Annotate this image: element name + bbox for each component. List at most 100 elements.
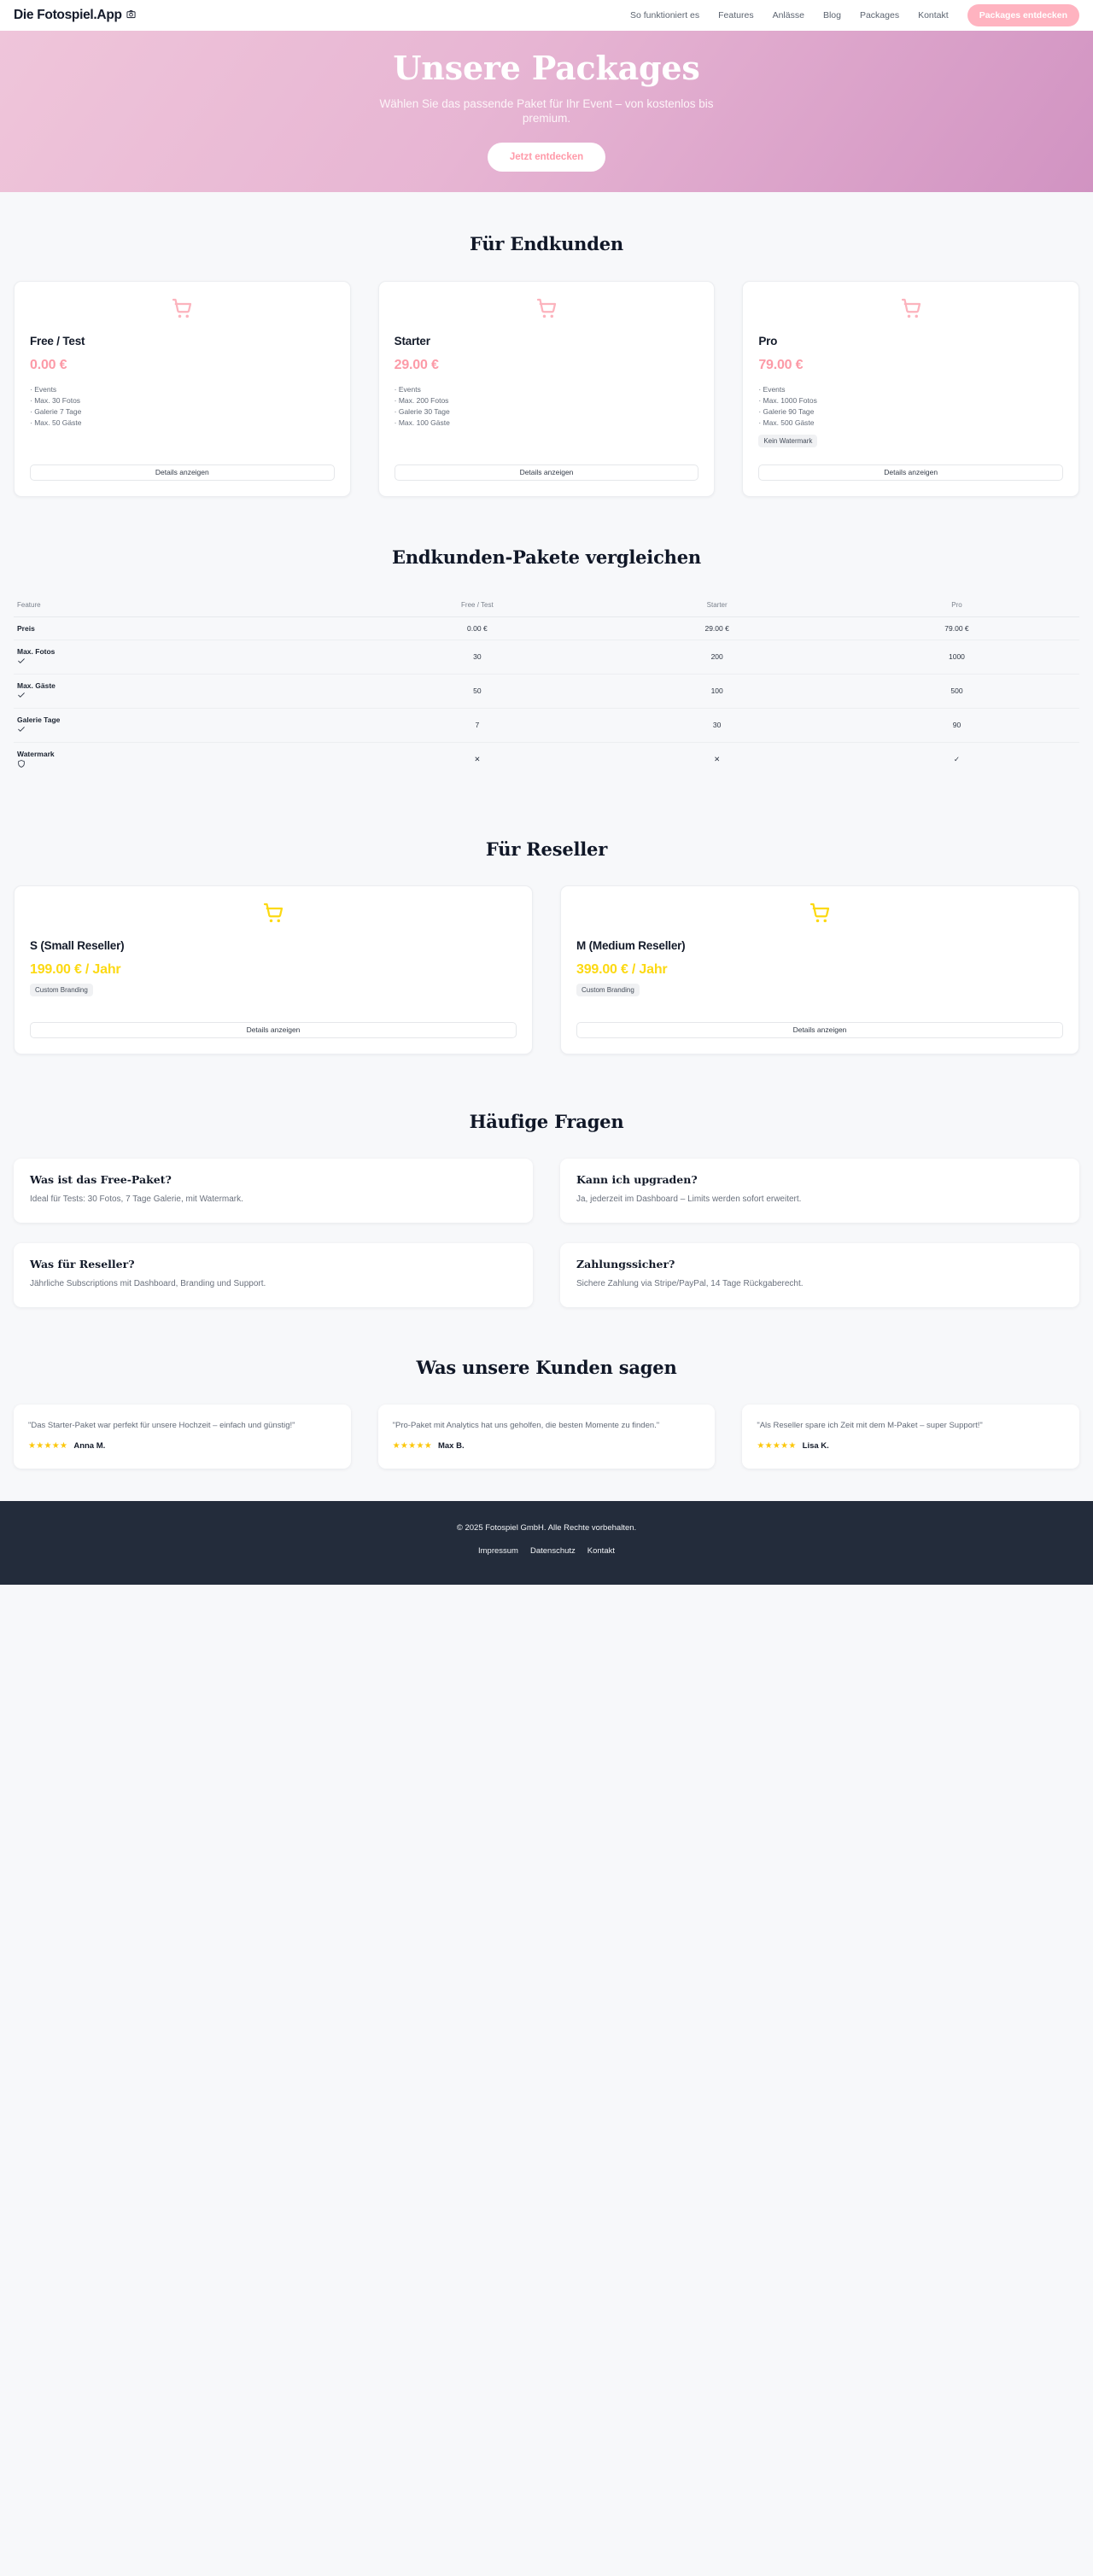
footer-link-impressum[interactable]: Impressum — [477, 1545, 518, 1556]
table-head: Feature Free / Test Starter Pro — [14, 593, 1079, 617]
hero-title: Unsere Packages — [393, 48, 700, 87]
nav-links: So funktioniert es Features Anlässe Blog… — [630, 4, 1079, 26]
hero-banner: Unsere Packages Wählen Sie das passende … — [0, 31, 1093, 192]
cell-value: 30 — [599, 708, 834, 743]
shopping-cart-icon — [30, 900, 517, 926]
spacer — [0, 192, 1093, 233]
plan-feature-list: · Events · Max. 30 Fotos · Galerie 7 Tag… — [30, 384, 335, 429]
status-badge: Custom Branding — [576, 983, 640, 996]
faq-answer: Ideal für Tests: 30 Fotos, 7 Tage Galeri… — [30, 1194, 243, 1204]
shopping-cart-icon — [395, 295, 699, 321]
list-item: · Max. 200 Fotos — [394, 395, 449, 405]
star-rating-icon: ★★★★★ — [28, 1440, 68, 1451]
plan-name: Starter — [394, 335, 430, 348]
spacer — [758, 447, 1063, 464]
feature-name: Max. Gäste — [17, 681, 56, 690]
faq-card[interactable]: Was ist das Free-Paket? Ideal für Tests:… — [14, 1158, 533, 1223]
footer-link-datenschutz[interactable]: Datenschutz — [529, 1545, 576, 1556]
plan-name: S (Small Reseller) — [30, 938, 125, 952]
faq-question: Was für Reseller? — [30, 1257, 135, 1270]
compare-section: Endkunden-Pakete vergleichen Feature Fre… — [0, 546, 1093, 777]
list-item: · Max. 1000 Fotos — [758, 395, 817, 405]
status-badge: Custom Branding — [30, 983, 93, 996]
cell-value: 79.00 € — [833, 616, 1079, 640]
page-footer: © 2025 Fotospiel GmbH. Alle Rechte vorbe… — [0, 1500, 1093, 1585]
col-header-starter: Starter — [706, 600, 728, 609]
nav-link-so-funktioniert-es[interactable]: So funktioniert es — [630, 10, 700, 20]
details-anzeigen-button[interactable]: Details anzeigen — [394, 464, 699, 481]
details-anzeigen-button[interactable]: Details anzeigen — [30, 1021, 517, 1038]
pricing-card[interactable]: Starter 29.00 € · Events · Max. 200 Foto… — [377, 281, 716, 497]
copyright-text: © 2025 Fotospiel GmbH. Alle Rechte vorbe… — [456, 1522, 637, 1533]
faq-card[interactable]: Kann ich upgraden? Ja, jederzeit im Dash… — [560, 1158, 1079, 1223]
spacer — [0, 1307, 1093, 1357]
pricing-card[interactable]: Pro 79.00 € · Events · Max. 1000 Fotos ·… — [742, 281, 1079, 497]
row-feature-label: Max. Fotos — [14, 640, 355, 675]
faq-grid: Was ist das Free-Paket? Ideal für Tests:… — [14, 1158, 1079, 1307]
cell-value: 200 — [599, 640, 834, 675]
status-badge: Kein Watermark — [758, 434, 818, 447]
plan-price: 399.00 € / Jahr — [576, 961, 668, 977]
plan-price: 199.00 € / Jahr — [30, 961, 121, 977]
list-item: · Galerie 30 Tage — [394, 406, 450, 416]
footer-link-kontakt[interactable]: Kontakt — [587, 1545, 615, 1556]
table-row: Preis 0.00 € 29.00 € 79.00 € — [14, 616, 1079, 640]
nav-link-kontakt[interactable]: Kontakt — [918, 10, 949, 20]
shield-icon — [17, 759, 351, 770]
cell-value: 500 — [833, 674, 1079, 709]
testimonial-author: Anna M. — [73, 1440, 106, 1451]
details-anzeigen-button[interactable]: Details anzeigen — [758, 464, 1063, 481]
reseller-card-grid: S (Small Reseller) 199.00 € / Jahr Custo… — [14, 885, 1079, 1054]
faq-question: Was ist das Free-Paket? — [30, 1172, 172, 1186]
testimonial-quote: "Pro-Paket mit Analytics hat uns geholfe… — [392, 1420, 660, 1430]
nav-link-packages[interactable]: Packages — [859, 10, 900, 20]
spacer — [0, 497, 1093, 546]
cell-value: 90 — [833, 708, 1079, 743]
plan-price: 29.00 € — [394, 358, 439, 372]
faq-answer: Jährliche Subscriptions mit Dashboard, B… — [30, 1278, 266, 1288]
list-item: · Events — [394, 385, 421, 394]
plan-name: Pro — [758, 335, 778, 348]
details-anzeigen-button[interactable]: Details anzeigen — [30, 464, 335, 481]
testimonial-footer: ★★★★★ Max B. — [393, 1441, 701, 1451]
endkunden-section: Für Endkunden Free / Test 0.00 € · Event… — [0, 233, 1093, 497]
nav-link-features[interactable]: Features — [718, 10, 754, 20]
cell-value: 100 — [599, 674, 834, 709]
row-feature-label: Watermark — [14, 742, 354, 777]
reseller-card[interactable]: M (Medium Reseller) 399.00 € / Jahr Cust… — [560, 885, 1079, 1054]
spacer — [395, 429, 699, 446]
footer-links: Impressum Datenschutz Kontakt — [14, 1546, 1079, 1556]
cell-value-x: ✕ — [474, 755, 481, 764]
brand-logo[interactable]: Die Fotospiel.App — [14, 8, 136, 23]
list-item: · Max. 50 Gäste — [30, 418, 82, 427]
star-rating-icon: ★★★★★ — [392, 1440, 432, 1451]
pricing-card[interactable]: Free / Test 0.00 € · Events · Max. 30 Fo… — [14, 281, 351, 497]
shopping-cart-icon — [30, 295, 335, 321]
nav-link-blog[interactable]: Blog — [822, 10, 841, 20]
cell-value: 50 — [354, 674, 600, 709]
jetzt-entdecken-button[interactable]: Jetzt entdecken — [487, 143, 606, 172]
details-anzeigen-button[interactable]: Details anzeigen — [576, 1021, 1063, 1038]
table-row: Max. Gäste 50 100 500 — [14, 674, 1079, 709]
nav-link-anlaesse[interactable]: Anlässe — [772, 10, 804, 20]
packages-entdecken-button[interactable]: Packages entdecken — [967, 4, 1079, 26]
testimonials-section: Was unsere Kunden sagen "Das Starter-Pak… — [0, 1357, 1093, 1469]
faq-answer: Sichere Zahlung via Stripe/PayPal, 14 Ta… — [576, 1278, 804, 1288]
list-item: · Galerie 7 Tage — [30, 406, 82, 416]
testimonial-card: "Das Starter-Paket war perfekt für unser… — [14, 1404, 351, 1469]
plan-name: M (Medium Reseller) — [576, 938, 686, 952]
spacer — [0, 1054, 1093, 1111]
cell-value: 7 — [354, 708, 600, 743]
testimonial-card: "Als Reseller spare ich Zeit mit dem M-P… — [742, 1404, 1079, 1469]
spacer — [30, 996, 517, 1022]
reseller-card[interactable]: S (Small Reseller) 199.00 € / Jahr Custo… — [14, 885, 533, 1054]
compare-table-wrapper: Feature Free / Test Starter Pro Preis 0.… — [14, 593, 1079, 777]
plan-name: Free / Test — [30, 335, 85, 348]
faq-section: Häufige Fragen Was ist das Free-Paket? I… — [0, 1111, 1093, 1307]
testimonial-footer: ★★★★★ Anna M. — [28, 1441, 336, 1451]
testimonial-card: "Pro-Paket mit Analytics hat uns geholfe… — [377, 1404, 716, 1469]
faq-card[interactable]: Was für Reseller? Jährliche Subscription… — [14, 1242, 533, 1307]
testimonials-title: Was unsere Kunden sagen — [416, 1356, 677, 1378]
faq-card[interactable]: Zahlungssicher? Sichere Zahlung via Stri… — [560, 1242, 1079, 1307]
endkunden-title: Für Endkunden — [470, 233, 623, 254]
